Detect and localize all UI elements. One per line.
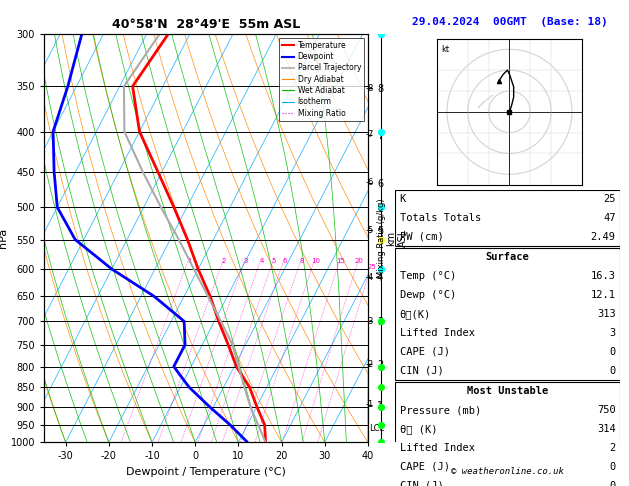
Text: -3: -3	[365, 317, 374, 326]
Bar	[395, 190, 620, 246]
Text: 314: 314	[597, 424, 616, 434]
Legend: Temperature, Dewpoint, Parcel Trajectory, Dry Adiabat, Wet Adiabat, Isotherm, Mi: Temperature, Dewpoint, Parcel Trajectory…	[279, 38, 364, 121]
Text: 750: 750	[597, 405, 616, 415]
Text: PW (cm): PW (cm)	[399, 232, 443, 242]
Text: 16.3: 16.3	[591, 271, 616, 281]
Text: Mixing Ratio (g/kg): Mixing Ratio (g/kg)	[377, 198, 386, 278]
Text: -6: -6	[365, 178, 374, 187]
Text: 47: 47	[603, 213, 616, 223]
Y-axis label: km
ASL: km ASL	[386, 229, 408, 247]
Text: Temp (°C): Temp (°C)	[399, 271, 456, 281]
Bar	[395, 248, 620, 381]
Text: -4: -4	[365, 273, 374, 282]
Text: 3: 3	[610, 328, 616, 338]
Text: 0: 0	[610, 347, 616, 357]
Text: 1: 1	[187, 258, 191, 263]
Text: 0: 0	[610, 462, 616, 472]
Text: CAPE (J): CAPE (J)	[399, 462, 450, 472]
Text: Lifted Index: Lifted Index	[399, 443, 474, 453]
Text: -1: -1	[365, 400, 374, 409]
Text: kt: kt	[441, 45, 449, 54]
Text: Totals Totals: Totals Totals	[399, 213, 481, 223]
Text: -8: -8	[365, 84, 374, 93]
Text: © weatheronline.co.uk: © weatheronline.co.uk	[451, 467, 564, 476]
Text: 25: 25	[603, 194, 616, 204]
Text: Surface: Surface	[486, 252, 530, 262]
Text: CIN (J): CIN (J)	[399, 366, 443, 376]
X-axis label: Dewpoint / Temperature (°C): Dewpoint / Temperature (°C)	[126, 467, 286, 477]
Text: θᴇ(K): θᴇ(K)	[399, 309, 431, 319]
Text: -7: -7	[365, 130, 374, 139]
Text: 2: 2	[222, 258, 226, 263]
Text: 25: 25	[367, 264, 376, 270]
Text: K: K	[399, 194, 406, 204]
Text: -5: -5	[365, 226, 374, 235]
Title: 40°58'N  28°49'E  55m ASL: 40°58'N 28°49'E 55m ASL	[112, 18, 300, 32]
Text: -2: -2	[365, 360, 374, 369]
Text: 5: 5	[272, 258, 276, 263]
Text: 6: 6	[282, 258, 287, 263]
Text: LCL: LCL	[369, 424, 384, 433]
Text: 10: 10	[311, 258, 320, 263]
Bar	[395, 382, 620, 486]
Text: CIN (J): CIN (J)	[399, 481, 443, 486]
Text: 15: 15	[336, 258, 345, 263]
Text: 2: 2	[610, 443, 616, 453]
Text: 20: 20	[355, 258, 364, 263]
Text: 12.1: 12.1	[591, 290, 616, 300]
Text: Most Unstable: Most Unstable	[467, 386, 548, 396]
Y-axis label: hPa: hPa	[0, 228, 8, 248]
Text: 29.04.2024  00GMT  (Base: 18): 29.04.2024 00GMT (Base: 18)	[411, 17, 608, 27]
Text: θᴇ (K): θᴇ (K)	[399, 424, 437, 434]
Text: Dewp (°C): Dewp (°C)	[399, 290, 456, 300]
Text: 3: 3	[243, 258, 248, 263]
Text: CAPE (J): CAPE (J)	[399, 347, 450, 357]
Text: Lifted Index: Lifted Index	[399, 328, 474, 338]
Text: 0: 0	[610, 481, 616, 486]
Text: 8: 8	[299, 258, 304, 263]
Text: Pressure (mb): Pressure (mb)	[399, 405, 481, 415]
Text: 2.49: 2.49	[591, 232, 616, 242]
Text: 313: 313	[597, 309, 616, 319]
Text: 0: 0	[610, 366, 616, 376]
Text: 4: 4	[259, 258, 264, 263]
